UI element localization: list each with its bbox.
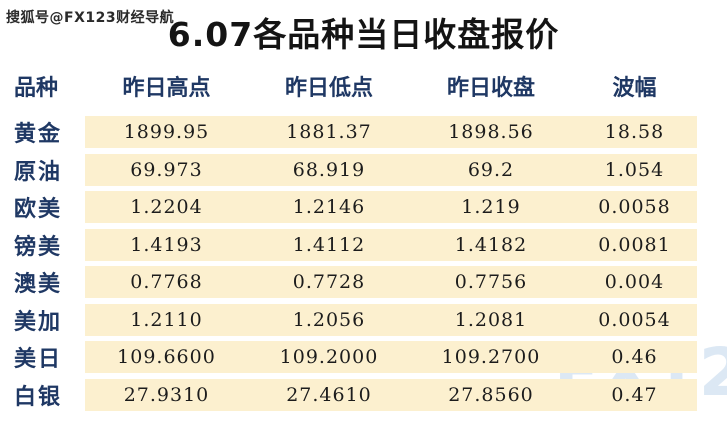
cell-high: 1.2204 (85, 191, 248, 223)
cell-close: 1898.56 (410, 116, 572, 148)
cell-high: 1.4193 (85, 228, 248, 261)
cell-close: 1.219 (410, 191, 572, 223)
cell-close: 1.4182 (410, 228, 572, 261)
table-row-gbpusd: 镑美 1.4193 1.4112 1.4182 0.0081 (12, 228, 697, 261)
table-row-silver: 白银 27.9310 27.4610 27.8560 0.47 (12, 378, 697, 411)
cell-low: 1.4112 (248, 228, 410, 261)
cell-range: 0.004 (572, 266, 697, 298)
cell-low: 27.4610 (248, 378, 410, 411)
cell-low: 109.2000 (248, 341, 410, 373)
table-row-crude-oil: 原油 69.973 68.919 69.2 1.054 (12, 153, 697, 186)
cell-low: 1.2056 (248, 303, 410, 336)
cell-close: 0.7756 (410, 266, 572, 298)
table-row-audusd: 澳美 0.7768 0.7728 0.7756 0.004 (12, 266, 697, 298)
table-row-gold: 黄金 1899.95 1881.37 1898.56 18.58 (12, 116, 697, 148)
cell-range: 0.47 (572, 378, 697, 411)
cell-close: 109.2700 (410, 341, 572, 373)
cell-low: 1.2146 (248, 191, 410, 223)
cell-low: 68.919 (248, 153, 410, 186)
table-row-eurusd: 欧美 1.2204 1.2146 1.219 0.0058 (12, 191, 697, 223)
row-label: 白银 (14, 384, 63, 410)
row-label: 原油 (14, 159, 63, 185)
row-label: 美日 (14, 347, 63, 372)
cell-close: 27.8560 (410, 378, 572, 411)
column-header-low: 昨日低点 (284, 76, 373, 101)
cell-high: 27.9310 (85, 378, 248, 411)
source-watermark: 搜狐号@FX123财经导航 (6, 10, 175, 26)
column-header-range: 波幅 (612, 76, 657, 101)
cell-high: 1899.95 (85, 116, 248, 148)
row-label: 澳美 (14, 272, 63, 297)
cell-range: 0.0081 (572, 228, 697, 261)
cell-low: 0.7728 (248, 266, 410, 298)
cell-high: 69.973 (85, 153, 248, 186)
cell-high: 109.6600 (85, 341, 248, 373)
row-label: 黄金 (14, 122, 63, 147)
table-header-row: 品种 昨日高点 昨日低点 昨日收盘 波幅 (12, 70, 697, 101)
column-header-symbol: 品种 (14, 76, 59, 101)
row-label: 镑美 (14, 234, 63, 260)
cell-range: 0.46 (572, 341, 697, 373)
table-row-usdcad: 美加 1.2110 1.2056 1.2081 0.0054 (12, 303, 697, 336)
cell-high: 0.7768 (85, 266, 248, 298)
cell-close: 1.2081 (410, 303, 572, 336)
cell-low: 1881.37 (248, 116, 410, 148)
cell-range: 18.58 (572, 116, 697, 148)
cell-range: 0.0054 (572, 303, 697, 336)
quotes-table: 品种 昨日高点 昨日低点 昨日收盘 波幅 黄金 1899.95 1881.37 … (12, 70, 697, 416)
cell-range: 0.0058 (572, 191, 697, 223)
row-label: 欧美 (14, 197, 63, 222)
row-label: 美加 (14, 309, 63, 335)
page-title: 6.07各品种当日收盘报价 (167, 15, 560, 54)
column-header-high: 昨日高点 (122, 76, 211, 101)
column-header-close: 昨日收盘 (446, 76, 535, 101)
cell-range: 1.054 (572, 153, 697, 186)
cell-high: 1.2110 (85, 303, 248, 336)
table-row-usdjpy: 美日 109.6600 109.2000 109.2700 0.46 (12, 341, 697, 373)
cell-close: 69.2 (410, 153, 572, 186)
